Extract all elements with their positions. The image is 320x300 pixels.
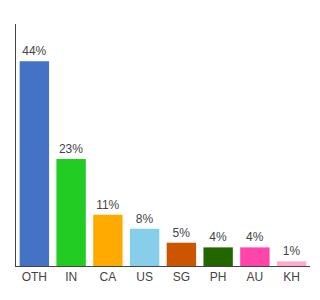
svg-text:OTH: OTH [22,270,47,284]
svg-text:1%: 1% [283,244,301,258]
svg-text:IN: IN [65,270,77,284]
svg-text:4%: 4% [246,230,264,244]
svg-text:PH: PH [210,270,227,284]
svg-text:8%: 8% [136,212,154,226]
svg-text:44%: 44% [22,44,46,58]
svg-text:5%: 5% [173,226,191,240]
svg-text:AU: AU [247,270,264,284]
svg-text:SG: SG [173,270,190,284]
svg-text:4%: 4% [209,230,227,244]
svg-text:23%: 23% [59,142,83,156]
svg-text:KH: KH [283,270,300,284]
svg-text:US: US [136,270,153,284]
svg-text:11%: 11% [96,198,119,212]
svg-text:CA: CA [100,270,117,284]
